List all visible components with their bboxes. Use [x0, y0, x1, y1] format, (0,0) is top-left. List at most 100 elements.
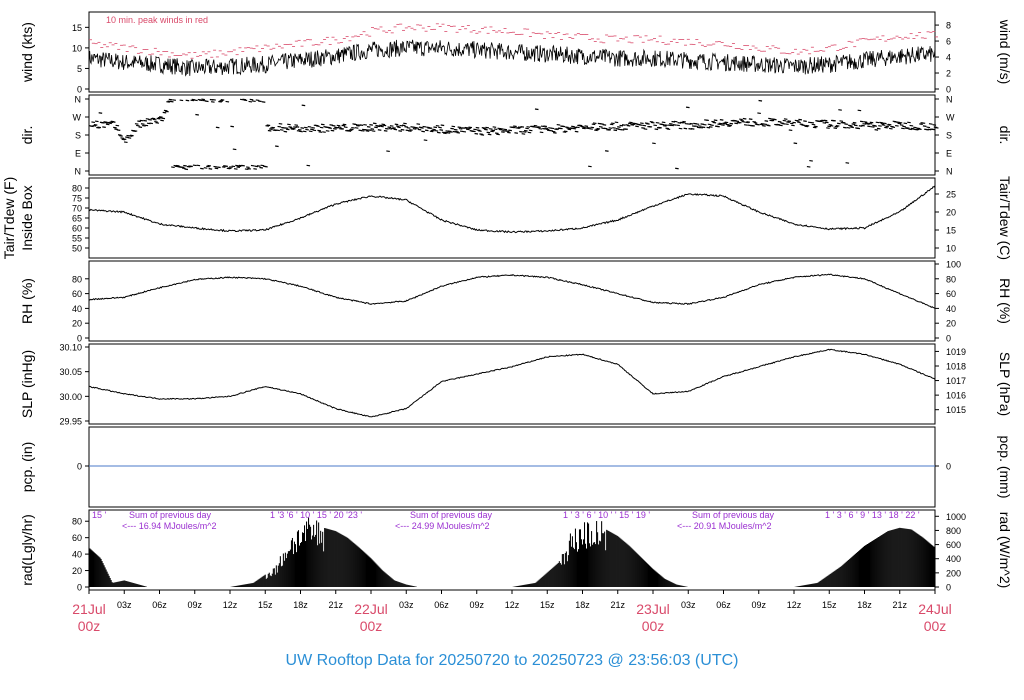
dir-mark — [835, 124, 840, 127]
dir-mark — [675, 167, 679, 170]
dir-mark — [921, 122, 926, 124]
dir-mark — [119, 135, 123, 137]
dir-mark — [653, 124, 657, 127]
dir-mark — [428, 127, 433, 129]
dir-mark — [602, 124, 607, 126]
dir-mark — [687, 123, 691, 125]
dir-mark — [403, 122, 407, 125]
dir-mark — [909, 124, 914, 127]
dir-mark — [789, 122, 794, 125]
dir-mark — [678, 127, 683, 130]
dir-mark — [624, 128, 628, 130]
wind-ytick-left-label: 5 — [77, 64, 82, 74]
dir-mark — [430, 129, 435, 132]
dir-mark — [699, 126, 703, 129]
dir-mark — [409, 129, 413, 131]
rh-ytick-right-label: 60 — [946, 289, 956, 299]
dir-mark — [543, 125, 548, 128]
dir-mark — [429, 130, 434, 133]
rad-ytick-right-label: 200 — [946, 568, 961, 578]
rad-hours-0: 15 ' — [92, 510, 107, 520]
dir-mark — [626, 124, 631, 127]
dir-mark — [229, 166, 233, 168]
dir-mark — [873, 125, 877, 127]
dir-mark — [398, 130, 402, 132]
dir-mark — [378, 124, 383, 127]
dir-mark — [669, 123, 673, 125]
dir-mark — [335, 126, 340, 129]
dir-mark — [881, 124, 886, 126]
dir-mark — [250, 164, 255, 167]
panel-wind: wind (kts) wind (m/s) 0 5 10 15 0 2 4 6 8 10 min. p… — [19, 11, 1013, 95]
temp-ytick-left-label: 80 — [72, 184, 82, 194]
dir-mark — [491, 129, 496, 132]
dir-mark — [884, 126, 888, 129]
dir-mark — [612, 127, 616, 129]
rad-ytick-left-label: 60 — [72, 533, 82, 543]
dir-mark — [438, 126, 442, 129]
dir-mark — [415, 127, 419, 129]
dir-mark — [922, 125, 927, 127]
dir-mark — [772, 118, 777, 121]
dir-ytick-left-label: E — [75, 149, 81, 159]
dir-mark — [300, 127, 305, 129]
wind-ylabel-right: wind (m/s) — [997, 19, 1013, 85]
rh-ylabel-left: RH (%) — [19, 278, 35, 324]
dir-mark — [641, 127, 645, 129]
dir-mark — [91, 121, 96, 124]
slp-ytick-right-label: 1017 — [946, 376, 966, 386]
rad-sum-label: Sum of previous day — [410, 510, 493, 520]
dir-mark — [308, 130, 313, 133]
dir-mark — [823, 119, 828, 122]
rh-ytick-right-label: 0 — [946, 334, 951, 344]
dir-mark — [880, 122, 885, 125]
dir-mark — [333, 128, 337, 130]
slp-ylabel-right: SLP (hPa) — [997, 352, 1013, 416]
dir-mark — [650, 121, 655, 124]
dir-mark — [484, 128, 488, 131]
dir-mark — [363, 123, 367, 126]
dir-ytick-right-label: N — [946, 167, 953, 177]
dir-ytick-right-label: W — [946, 113, 955, 123]
dir-mark — [246, 166, 250, 169]
dir-mark — [734, 122, 738, 125]
dir-mark — [399, 124, 404, 127]
dir-mark — [192, 164, 197, 167]
dir-mark — [713, 119, 718, 122]
dir-mark — [224, 165, 228, 167]
dir-mark — [607, 128, 612, 131]
dir-mark — [295, 126, 300, 128]
dir-mark — [844, 123, 848, 125]
dir-mark — [661, 121, 666, 124]
dir-ytick-left-label: W — [73, 113, 82, 123]
dir-mark — [436, 131, 441, 134]
dir-mark — [433, 126, 438, 129]
dir-ytick-right-label: E — [946, 149, 952, 159]
dir-mark — [476, 129, 481, 132]
dir-mark — [320, 123, 325, 126]
dir-mark — [858, 125, 863, 127]
dir-mark — [545, 128, 550, 131]
dir-mark — [916, 127, 921, 130]
dir-mark — [210, 101, 215, 103]
slp-ytick-right-label: 1019 — [946, 347, 966, 357]
dir-mark — [200, 167, 204, 170]
dir-mark — [882, 122, 887, 125]
dir-mark — [494, 132, 499, 135]
dir-mark — [710, 124, 714, 127]
dir-mark — [356, 124, 360, 127]
dir-mark — [899, 124, 904, 126]
dir-mark — [631, 123, 636, 126]
dir-mark — [349, 128, 354, 131]
dir-mark — [487, 133, 492, 136]
dir-mark — [513, 125, 517, 128]
dir-mark — [148, 118, 152, 121]
dir-mark — [475, 126, 480, 129]
rad-ylabel-right: rad (W/m^2) — [997, 512, 1013, 589]
time-tick-label: 03z — [117, 600, 132, 610]
dir-mark — [897, 122, 902, 125]
dir-mark — [752, 120, 757, 123]
dir-mark — [859, 120, 864, 123]
dir-mark — [279, 129, 284, 131]
panel-pcp: pcp. (in) pcp. (mm) 0 0 — [19, 426, 1013, 508]
